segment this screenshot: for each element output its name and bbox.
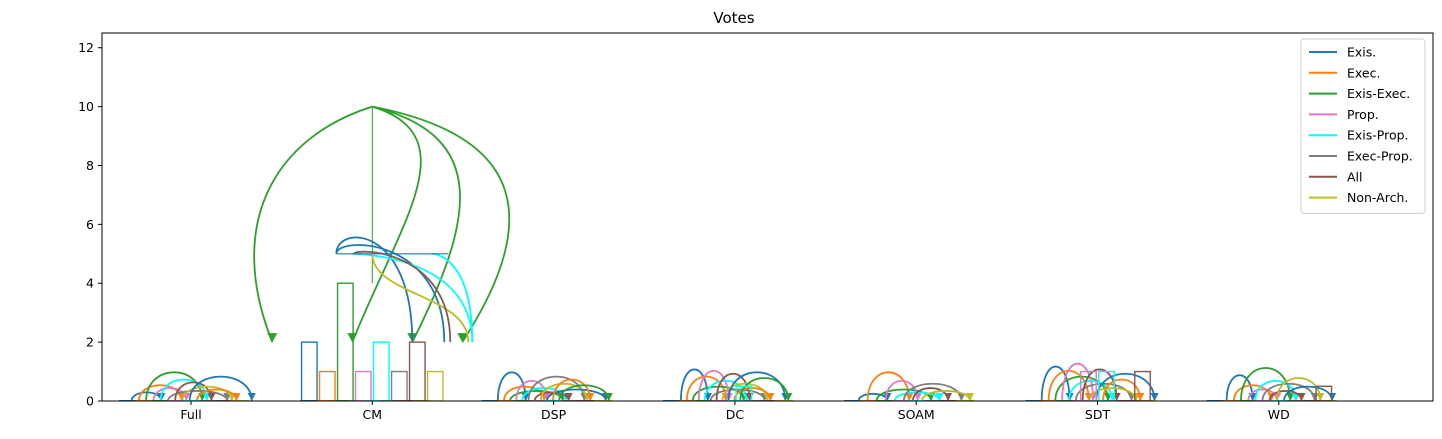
arc	[1081, 368, 1118, 401]
plot-area	[119, 105, 1337, 401]
bar-exec--cm	[318, 370, 336, 401]
arrowhead	[1150, 393, 1159, 401]
arc	[527, 375, 586, 401]
x-tick-label: SDT	[1085, 407, 1111, 422]
arc-group-full	[130, 371, 256, 401]
arc	[372, 105, 461, 343]
arrowhead	[267, 333, 278, 343]
bar-exis-prop--cm	[372, 341, 390, 401]
legend: Exis. Exec. Exis-Exec. Prop. Exis-Prop. Exec-…	[1300, 38, 1426, 214]
arrowhead	[1316, 393, 1325, 401]
arrowhead	[457, 333, 468, 343]
arc-group-sdt	[1040, 362, 1159, 401]
y-tick-label: 4	[86, 276, 94, 291]
arrowhead	[883, 393, 892, 401]
arc	[1275, 377, 1322, 401]
arc	[188, 375, 253, 401]
y-tick-label: 8	[86, 158, 94, 173]
arrowhead	[604, 393, 613, 401]
x-tick-label: WD	[1268, 407, 1290, 422]
x-tick-label: SOAM	[898, 407, 935, 422]
bar-prop--cm	[354, 370, 372, 401]
arc-group-dc	[680, 368, 793, 401]
arrowhead	[586, 393, 595, 401]
arrowhead	[905, 393, 914, 401]
arrowhead	[957, 393, 966, 401]
bar-exec-prop--cm	[390, 370, 408, 401]
arc-group-wd	[1225, 367, 1337, 401]
x-tick-label: DSP	[541, 407, 567, 422]
arc	[1061, 362, 1095, 401]
arc-group-soam	[857, 371, 974, 401]
arc	[739, 377, 790, 401]
legend-label: Exis-Exec.	[1347, 86, 1410, 101]
arc	[159, 378, 208, 401]
legend-label: Exec-Prop.	[1347, 149, 1413, 164]
legend-label: Exis-Prop.	[1347, 128, 1409, 143]
arrowhead	[913, 393, 922, 401]
y-tick-label: 12	[78, 40, 94, 55]
x-tick-label: Full	[180, 407, 201, 422]
y-tick-label: 6	[86, 217, 94, 232]
legend-label: All	[1347, 169, 1363, 184]
y-tick-label: 2	[86, 335, 94, 350]
plot-frame	[101, 32, 1434, 402]
arrowhead	[207, 393, 216, 401]
arrowhead	[1286, 393, 1295, 401]
arrowhead	[347, 333, 358, 343]
arc	[253, 105, 373, 343]
arc	[371, 253, 470, 343]
arrowhead	[784, 393, 793, 401]
bar-non-arch--cm	[426, 370, 444, 401]
arc	[353, 250, 452, 343]
arc	[1225, 374, 1254, 401]
legend-label: Prop.	[1347, 107, 1379, 122]
arrowhead	[564, 393, 573, 401]
y-tick-label: 10	[78, 99, 94, 114]
x-tick-label: DC	[726, 407, 745, 422]
arrowhead	[935, 393, 944, 401]
legend-label: Exec.	[1347, 65, 1380, 80]
bar-exis--cm	[300, 341, 318, 401]
arc	[372, 105, 511, 343]
arc	[335, 236, 414, 343]
axes: 0 2 4 6 8 10 12 Full CM DSP DC SOAM SDT WD	[78, 32, 1434, 422]
arc	[1040, 365, 1071, 401]
x-tick-label: CM	[363, 407, 383, 422]
arc	[546, 388, 607, 401]
arc	[1240, 367, 1292, 401]
arc-group-cm	[253, 105, 511, 343]
chart-title: Votes	[713, 9, 754, 27]
arc	[857, 392, 889, 401]
arc	[680, 368, 709, 401]
bar-exis-exec--cm	[336, 282, 354, 401]
arc	[715, 373, 751, 401]
arrowhead	[965, 393, 974, 401]
arc	[496, 371, 527, 401]
arc	[335, 244, 446, 343]
arrowhead	[232, 393, 241, 401]
legend-label: Exis.	[1347, 45, 1376, 60]
arc	[727, 371, 787, 401]
legend-label: Non-Arch.	[1347, 190, 1408, 205]
arrowhead	[944, 393, 953, 401]
arc	[145, 371, 204, 401]
y-tick-label: 0	[86, 394, 94, 409]
bar-all-cm	[408, 341, 426, 401]
arrowhead	[1297, 393, 1306, 401]
arc	[1054, 375, 1109, 401]
arrowhead	[1136, 393, 1145, 401]
arc	[351, 105, 422, 343]
legend-box	[1300, 38, 1426, 214]
arrowhead	[247, 393, 256, 401]
arc-group-dsp	[496, 371, 613, 401]
arrowhead	[766, 393, 775, 401]
